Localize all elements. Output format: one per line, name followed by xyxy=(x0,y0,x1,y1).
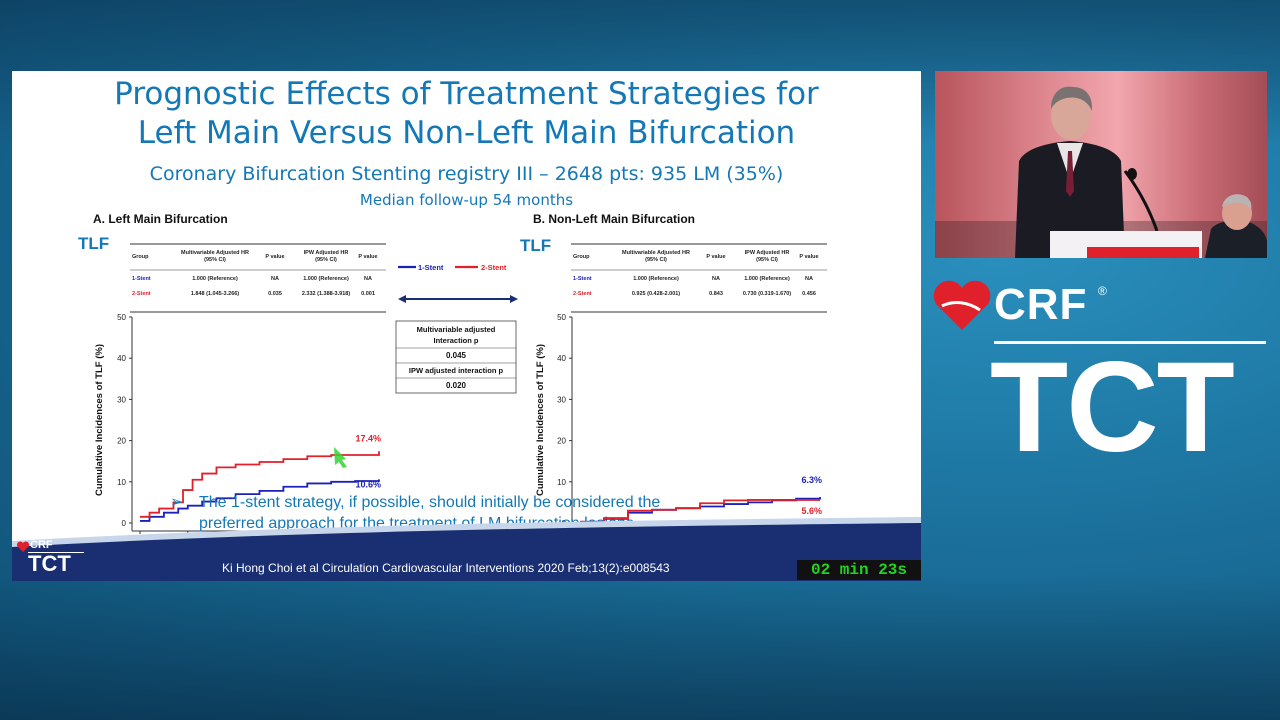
table-header-cell-ci: (95% CI) xyxy=(204,257,226,263)
table-header-cell: P value xyxy=(265,254,284,260)
table-cell: 1-Stent xyxy=(132,276,151,282)
citation: Ki Hong Choi et al Circulation Cardiovas… xyxy=(222,561,670,575)
y-tick-label: 10 xyxy=(117,478,126,487)
table-header-cell: P value xyxy=(706,254,725,260)
crf-heart-icon xyxy=(933,280,991,330)
table-header-cell-ci: (95% CI) xyxy=(756,257,778,263)
table-header-cell: Group xyxy=(132,254,149,260)
table-cell: 1.000 (Reference) xyxy=(192,276,238,282)
series-line-2-stent xyxy=(580,499,820,523)
y-tick-label: 30 xyxy=(117,395,126,404)
table-header-cell: P value xyxy=(799,254,818,260)
y-tick-label: 20 xyxy=(117,437,126,446)
interaction-value-2: 0.020 xyxy=(446,381,467,390)
table-header-cell-ci: (95% CI) xyxy=(315,257,337,263)
table-cell: NA xyxy=(271,276,279,282)
legend-label-2-stent: 2-Stent xyxy=(481,263,507,272)
y-tick-label: 40 xyxy=(557,354,566,363)
slide-subtitle: Coronary Bifurcation Stenting registry I… xyxy=(149,163,784,185)
interaction-box xyxy=(395,320,517,394)
table-cell: 0.456 xyxy=(802,291,816,297)
table-cell: 0.001 xyxy=(361,291,375,297)
y-tick-label: 40 xyxy=(117,354,126,363)
panel-b-tag: TLF xyxy=(520,236,552,255)
y-axis-title: Cumulative Incidences of TLF (%) xyxy=(535,344,546,496)
y-tick-label: 50 xyxy=(117,313,126,322)
y-tick-label: 10 xyxy=(557,478,566,487)
y-tick-label: 30 xyxy=(557,395,566,404)
table-cell: 0.035 xyxy=(268,291,282,297)
slide-logo-crf: CRF xyxy=(30,539,53,551)
series-line-2-stent xyxy=(140,451,380,518)
slide-subtitle-followup: Median follow-up 54 months xyxy=(359,191,574,209)
slide-logo-tct: TCT xyxy=(28,551,71,576)
y-tick-label: 50 xyxy=(557,313,566,322)
double-arrow-right-head xyxy=(510,295,518,303)
table-cell: 2-Stent xyxy=(573,291,592,297)
double-arrow-left-head xyxy=(398,295,406,303)
panel-a-tag: TLF xyxy=(78,234,110,253)
table-cell: 1.000 (Reference) xyxy=(744,276,790,282)
y-tick-label: 20 xyxy=(557,437,566,446)
slide-title-line2: Left Main Versus Non-Left Main Bifurcati… xyxy=(137,115,796,151)
bullet-marker: ➢ xyxy=(170,494,184,511)
pointer-cursor-icon xyxy=(334,447,347,468)
slide-logo-heart-icon xyxy=(16,541,30,552)
speaker-video-scene xyxy=(935,86,1267,258)
table-cell: 1.848 (1.045-3.266) xyxy=(191,291,239,297)
table-cell: 0.843 xyxy=(709,291,723,297)
table-cell: 1.000 (Reference) xyxy=(303,276,349,282)
interaction-label-1-cont: Interaction p xyxy=(433,336,478,345)
speaker-video xyxy=(935,71,1267,258)
table-header-cell: Group xyxy=(573,254,590,260)
crf-registered-mark: ® xyxy=(1098,284,1107,298)
table-header-cell: IPW Adjusted HR xyxy=(745,250,790,256)
series-end-label: 17.4% xyxy=(355,433,381,443)
table-cell: 0.730 (0.319-1.670) xyxy=(743,291,791,297)
tct-wordmark: TCT xyxy=(990,336,1235,479)
crf-wordmark: CRF xyxy=(994,280,1088,329)
slide-logo-line xyxy=(28,552,84,553)
bullet-text-line1: The 1-stent strategy, if possible, shoul… xyxy=(199,494,661,511)
legend-label-1-stent: 1-Stent xyxy=(418,263,444,272)
table-cell: NA xyxy=(805,276,813,282)
table-header-cell: P value xyxy=(358,254,377,260)
interaction-label-1: Multivariable adjusted xyxy=(417,325,496,334)
series-end-label: 5.6% xyxy=(801,506,822,516)
panel-a-title: A. Left Main Bifurcation xyxy=(93,212,228,226)
slide-title: Prognostic Effects of Treatment Strategi… xyxy=(12,75,921,153)
table-cell: NA xyxy=(712,276,720,282)
slide-logo: CRF TCT xyxy=(16,539,86,579)
interaction-value-1: 0.045 xyxy=(446,351,467,360)
series-line-1-stent xyxy=(140,479,380,522)
y-axis-title: Cumulative Incidences of TLF (%) xyxy=(94,344,105,496)
y-tick-label: 0 xyxy=(122,519,127,528)
series-end-label: 10.6% xyxy=(355,479,381,489)
table-cell: 2.332 (1.388-3.918) xyxy=(302,291,350,297)
table-header-cell: Multivariable Adjusted HR xyxy=(622,250,690,256)
table-cell: 1.000 (Reference) xyxy=(633,276,679,282)
table-cell: NA xyxy=(364,276,372,282)
interaction-label-2: IPW adjusted interaction p xyxy=(409,366,504,375)
crf-tct-brand: CRF ® TCT xyxy=(932,280,1272,480)
panel-b-title: B. Non-Left Main Bifurcation xyxy=(533,212,695,226)
brand-divider xyxy=(994,341,1266,344)
table-cell: 0.925 (0.428-2.001) xyxy=(632,291,680,297)
slide: Prognostic Effects of Treatment Strategi… xyxy=(12,71,921,581)
table-header-cell-ci: (95% CI) xyxy=(645,257,667,263)
footer-band xyxy=(12,517,921,581)
table-cell: 2-Stent xyxy=(132,291,151,297)
table-header-cell: Multivariable Adjusted HR xyxy=(181,250,249,256)
slide-title-line1: Prognostic Effects of Treatment Strategi… xyxy=(114,76,819,112)
timer: 02 min 23s xyxy=(797,560,921,580)
table-header-cell: IPW Adjusted HR xyxy=(304,250,349,256)
table-cell: 1-Stent xyxy=(573,276,592,282)
series-end-label: 6.3% xyxy=(801,475,822,485)
